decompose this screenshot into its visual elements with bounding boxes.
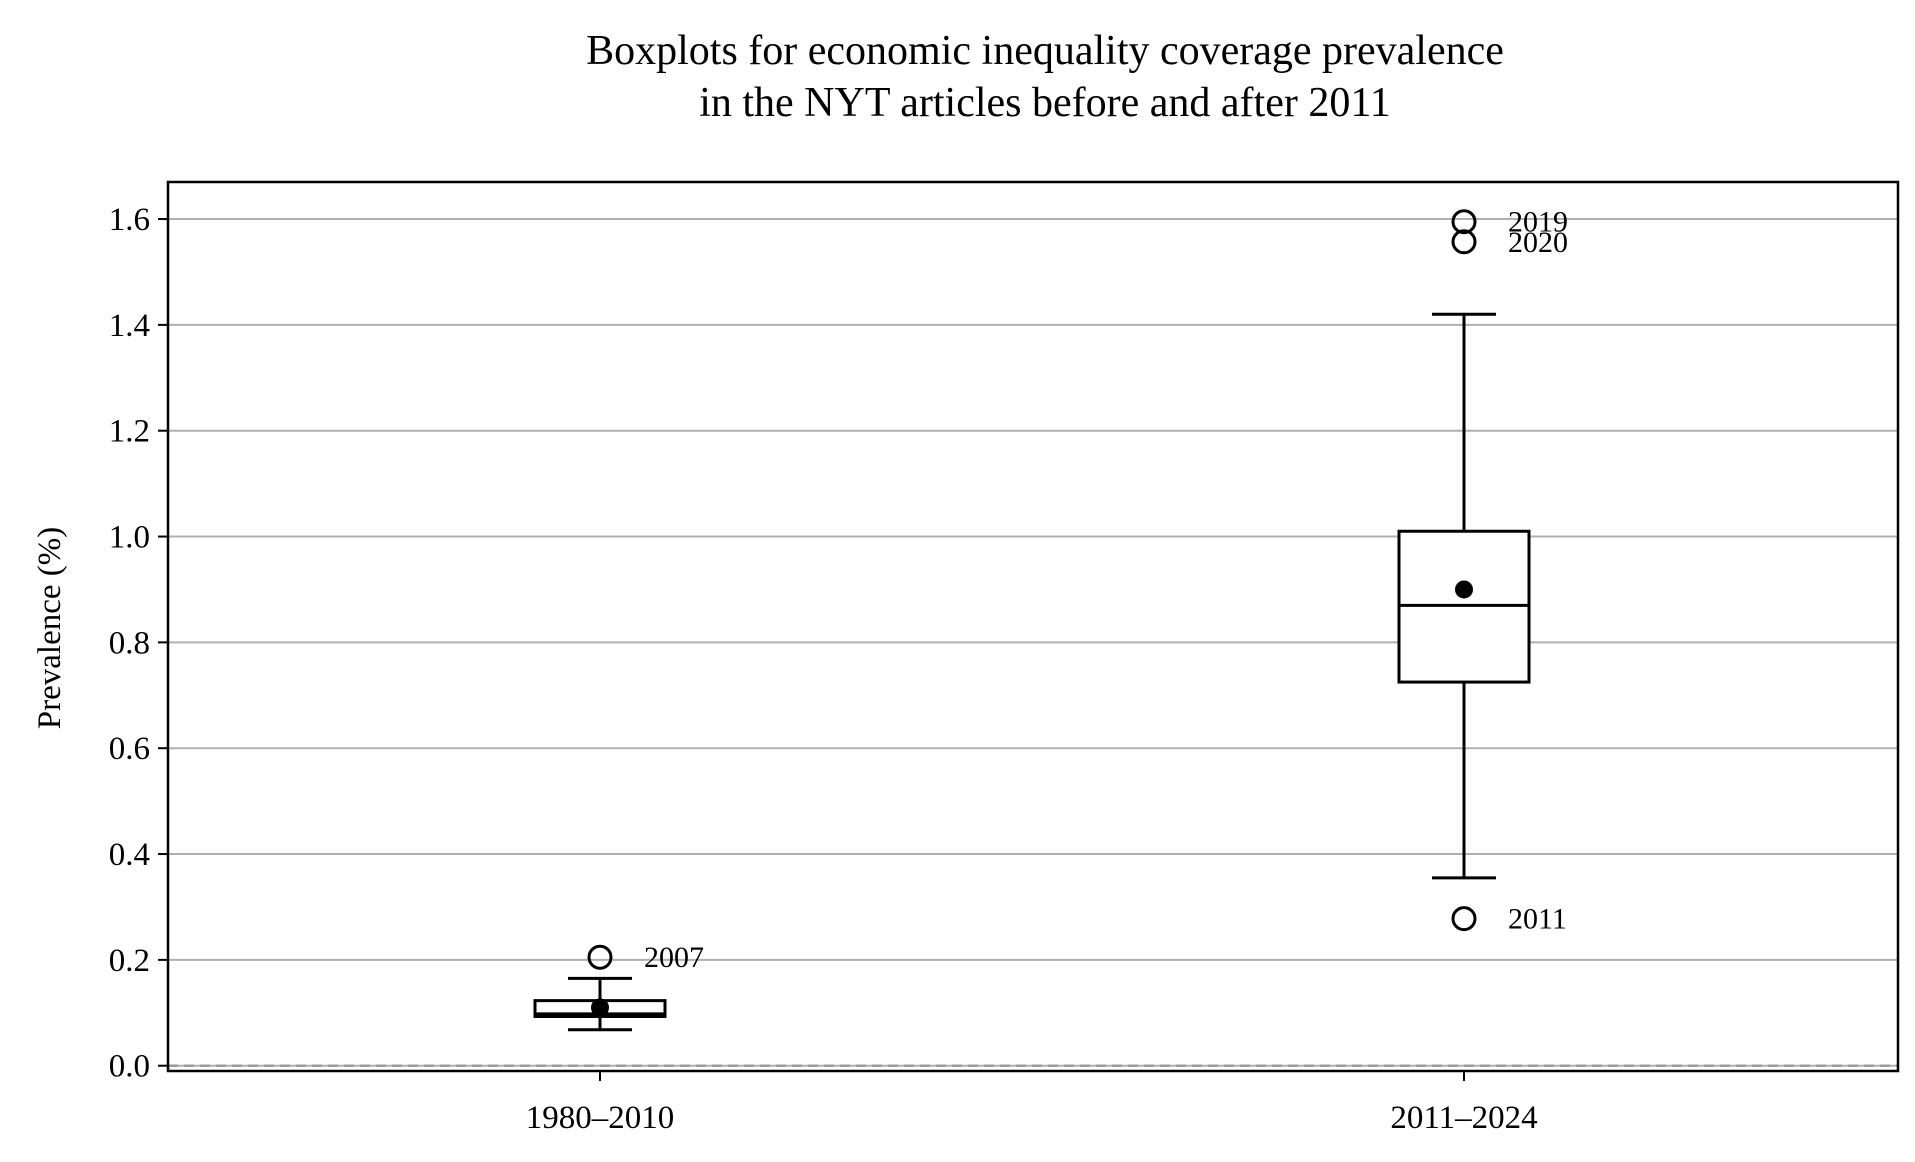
outlier-label: 2007	[644, 941, 704, 974]
grid-lines	[168, 218, 1898, 1067]
chart-title-line-2: in the NYT articles before and after 201…	[699, 80, 1391, 126]
outlier-point	[1451, 229, 1477, 255]
chart-title: Boxplots for economic inequality coverag…	[586, 28, 1504, 126]
y-tick-label: 1.4	[109, 308, 150, 344]
axes: 0.0 0.2 0.4 0.6 0.8 1.0 1.2 1.4 1.6 1980–2010 2011…	[109, 180, 1900, 1136]
y-tick-label: 0.6	[109, 731, 150, 767]
outlier-label: 2019	[1508, 206, 1568, 239]
mean-marker	[1455, 580, 1473, 599]
y-tick-label: 1.6	[109, 202, 150, 238]
outlier-point	[1451, 906, 1477, 932]
outlier-label: 2011	[1508, 903, 1567, 936]
y-tick-label: 1.2	[109, 414, 150, 450]
y-tick-label: 1.0	[109, 520, 150, 556]
y-tick-label: 0.2	[109, 943, 150, 979]
y-tick-label: 0.0	[109, 1049, 150, 1085]
outlier-label: 2020	[1508, 226, 1568, 259]
outlier-point	[587, 944, 613, 970]
plot-frame	[166, 180, 1900, 1073]
y-tick-label: 0.4	[109, 837, 150, 873]
y-axis-label: Prevalence (%)	[32, 527, 68, 729]
chart-title-line-1: Boxplots for economic inequality coverag…	[586, 28, 1504, 74]
mean-marker	[591, 998, 609, 1017]
outlier-point	[1451, 209, 1477, 235]
x-tick-label: 2011–2024	[1390, 1100, 1537, 1136]
y-tick-label: 0.8	[109, 625, 150, 661]
x-tick-label: 1980–2010	[526, 1100, 675, 1136]
box-1: 2007	[533, 941, 704, 1032]
